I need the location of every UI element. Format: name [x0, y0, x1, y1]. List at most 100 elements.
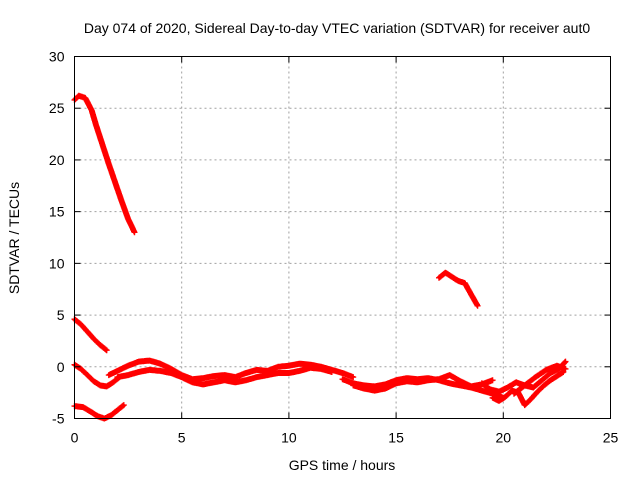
data-point — [105, 349, 108, 352]
data-series — [71, 92, 569, 422]
data-point — [107, 162, 111, 166]
data-point — [201, 376, 205, 380]
data-point — [84, 96, 87, 100]
data-point — [159, 362, 162, 365]
data-point — [159, 369, 162, 373]
data-point — [81, 405, 85, 409]
data-point — [105, 385, 108, 388]
data-point — [266, 373, 269, 377]
y-tick-label: 20 — [49, 152, 65, 168]
data-point — [120, 200, 123, 203]
data-point — [476, 304, 479, 307]
y-tick-label: 30 — [49, 49, 65, 65]
data-point — [255, 375, 258, 379]
data-point — [510, 389, 514, 392]
data-point — [122, 403, 126, 407]
data-point — [373, 385, 376, 388]
data-point — [255, 368, 258, 372]
data-point — [287, 364, 291, 367]
data-point — [427, 379, 430, 382]
y-tick-label: 10 — [49, 255, 65, 271]
data-point — [416, 381, 419, 384]
data-point — [448, 382, 451, 385]
data-point — [90, 109, 93, 112]
data-point — [137, 370, 141, 374]
y-tick-label: 25 — [49, 100, 65, 116]
x-tick-label: 15 — [388, 430, 404, 446]
data-point — [341, 377, 344, 381]
y-tick-label: 0 — [57, 359, 65, 375]
data-point — [101, 143, 104, 146]
data-point — [212, 374, 216, 378]
data-point — [92, 337, 95, 341]
data-point — [180, 375, 183, 379]
data-point — [437, 377, 441, 381]
data-point — [169, 371, 173, 375]
data-point — [373, 389, 376, 392]
data-point — [276, 365, 280, 368]
x-tick-label: 20 — [496, 430, 512, 446]
data-point — [109, 414, 113, 417]
data-point — [126, 364, 130, 367]
data-point — [523, 403, 526, 407]
data-point — [96, 415, 100, 418]
series-track-8 — [350, 372, 496, 394]
data-point — [549, 379, 552, 382]
x-tick-label: 0 — [71, 430, 79, 446]
data-point — [463, 281, 466, 285]
y-tick-label: 5 — [57, 307, 65, 323]
data-point — [126, 373, 130, 377]
data-point — [457, 279, 460, 283]
data-point — [480, 389, 484, 392]
data-point — [540, 379, 544, 382]
axis-ticks: 0 5 10 15 20 25 -5 0 5 10 15 20 25 30 — [49, 49, 619, 446]
data-point — [287, 371, 291, 375]
data-point — [341, 371, 344, 375]
data-point — [564, 360, 567, 363]
data-point — [497, 390, 501, 393]
data-point — [491, 396, 494, 400]
data-point — [330, 370, 333, 374]
data-point — [514, 381, 518, 384]
data-point — [459, 384, 462, 387]
data-point — [450, 275, 454, 279]
data-point — [107, 373, 111, 377]
data-point — [352, 375, 355, 379]
data-point — [384, 383, 387, 386]
series-track-12 — [511, 362, 569, 397]
y-axis-label: SDTVAR / TECUs — [6, 182, 22, 294]
data-point — [480, 382, 484, 385]
data-point — [79, 367, 83, 371]
data-point — [90, 411, 93, 414]
data-point — [497, 399, 501, 403]
data-point — [542, 384, 546, 387]
data-point — [148, 368, 151, 372]
data-point — [459, 380, 462, 383]
gridlines — [74, 56, 611, 419]
data-point — [384, 387, 387, 390]
data-point — [352, 384, 355, 387]
data-point — [309, 366, 312, 370]
data-point — [116, 409, 119, 412]
x-tick-label: 25 — [603, 430, 619, 446]
data-point — [86, 373, 89, 377]
data-point — [549, 371, 552, 375]
data-point — [555, 364, 559, 367]
data-point — [544, 368, 548, 372]
data-point — [99, 343, 102, 347]
data-point — [223, 379, 226, 382]
data-point — [536, 390, 539, 393]
data-point — [491, 379, 494, 382]
data-point — [79, 323, 83, 326]
data-point — [437, 276, 441, 280]
data-point — [92, 380, 95, 383]
data-point — [234, 375, 237, 379]
data-point — [133, 231, 136, 234]
data-point — [529, 397, 533, 401]
x-tick-label: 10 — [281, 430, 297, 446]
data-point — [201, 383, 205, 386]
data-point — [489, 388, 492, 391]
data-point — [362, 387, 366, 390]
